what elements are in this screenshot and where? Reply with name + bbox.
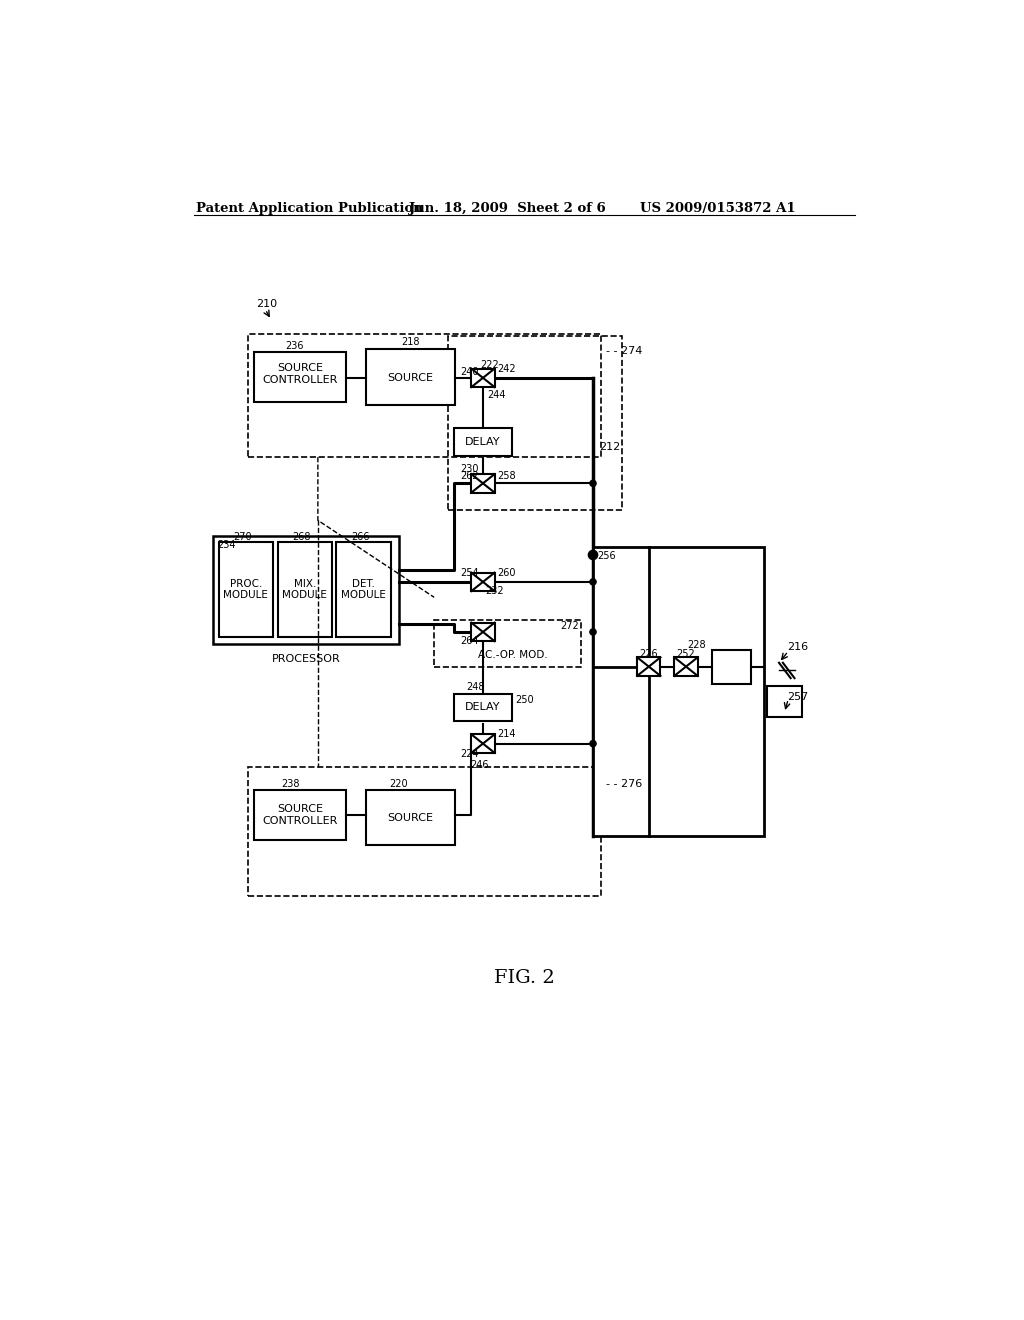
Bar xyxy=(471,368,495,387)
Text: 234: 234 xyxy=(217,540,236,549)
Text: PROCESSOR: PROCESSOR xyxy=(272,653,341,664)
Bar xyxy=(471,623,495,642)
Text: DELAY: DELAY xyxy=(465,437,501,446)
Bar xyxy=(637,657,660,676)
Text: 248: 248 xyxy=(466,682,484,693)
Text: Patent Application Publication: Patent Application Publication xyxy=(197,202,423,215)
Text: 240: 240 xyxy=(461,367,479,378)
Bar xyxy=(449,335,623,511)
Text: 250: 250 xyxy=(515,694,535,705)
Bar xyxy=(366,350,455,405)
Text: SOURCE: SOURCE xyxy=(387,813,433,822)
Text: SOURCE
CONTROLLER: SOURCE CONTROLLER xyxy=(262,363,338,385)
Circle shape xyxy=(590,578,596,585)
Text: 244: 244 xyxy=(486,389,505,400)
Bar xyxy=(471,474,495,492)
Text: 212: 212 xyxy=(599,442,621,453)
Circle shape xyxy=(590,480,596,487)
Circle shape xyxy=(589,550,598,560)
Text: Jun. 18, 2009  Sheet 2 of 6: Jun. 18, 2009 Sheet 2 of 6 xyxy=(409,202,605,215)
Text: 226: 226 xyxy=(639,649,658,659)
Text: 268: 268 xyxy=(292,532,311,543)
Text: US 2009/0153872 A1: US 2009/0153872 A1 xyxy=(640,202,795,215)
Bar xyxy=(254,352,346,403)
Bar xyxy=(471,573,495,591)
Text: SOURCE
CONTROLLER: SOURCE CONTROLLER xyxy=(262,804,338,826)
Text: 272: 272 xyxy=(560,620,580,631)
Bar xyxy=(219,543,273,638)
Text: FIG. 2: FIG. 2 xyxy=(495,969,555,987)
Text: 218: 218 xyxy=(400,338,419,347)
Text: - - 274: - - 274 xyxy=(606,346,642,356)
Text: 246: 246 xyxy=(470,760,488,770)
Text: - - 276: - - 276 xyxy=(606,779,642,788)
Bar xyxy=(254,789,346,840)
Text: PROC.
MODULE: PROC. MODULE xyxy=(223,578,268,601)
Text: 257: 257 xyxy=(786,693,808,702)
Bar xyxy=(593,548,764,836)
Bar xyxy=(434,620,582,667)
Text: MIX.
MODULE: MIX. MODULE xyxy=(283,578,327,601)
Bar xyxy=(675,657,697,676)
Bar xyxy=(248,767,601,896)
Text: 210: 210 xyxy=(256,300,278,309)
Text: 252: 252 xyxy=(677,649,695,659)
Circle shape xyxy=(590,628,596,635)
Text: 220: 220 xyxy=(389,779,408,788)
Text: 236: 236 xyxy=(286,342,304,351)
Text: AC.-OP. MOD.: AC.-OP. MOD. xyxy=(477,649,547,660)
Text: 228: 228 xyxy=(687,640,707,649)
Text: DELAY: DELAY xyxy=(465,702,501,713)
Text: 224: 224 xyxy=(461,750,479,759)
Text: 264: 264 xyxy=(461,636,479,647)
Bar xyxy=(337,543,391,638)
Bar xyxy=(455,693,512,721)
Bar xyxy=(455,428,512,455)
Text: 230: 230 xyxy=(461,463,479,474)
Text: 242: 242 xyxy=(497,363,515,374)
Text: 214: 214 xyxy=(497,730,515,739)
Bar xyxy=(278,543,332,638)
Text: 266: 266 xyxy=(351,532,370,543)
Bar xyxy=(213,536,399,644)
Text: 222: 222 xyxy=(480,360,500,370)
Bar xyxy=(713,649,751,684)
Bar xyxy=(248,334,601,457)
Text: 270: 270 xyxy=(233,532,252,543)
Text: 232: 232 xyxy=(485,586,504,597)
Text: DET.
MODULE: DET. MODULE xyxy=(341,578,386,601)
Bar xyxy=(471,734,495,752)
Circle shape xyxy=(590,741,596,747)
Bar xyxy=(767,686,802,717)
Text: 260: 260 xyxy=(497,568,515,578)
Text: 256: 256 xyxy=(597,552,615,561)
Text: 262: 262 xyxy=(461,471,479,480)
Bar xyxy=(366,789,455,845)
Text: SOURCE: SOURCE xyxy=(387,372,433,383)
Text: 258: 258 xyxy=(497,471,515,480)
Text: 216: 216 xyxy=(786,643,808,652)
Text: 238: 238 xyxy=(282,779,300,788)
Text: 254: 254 xyxy=(461,568,479,578)
